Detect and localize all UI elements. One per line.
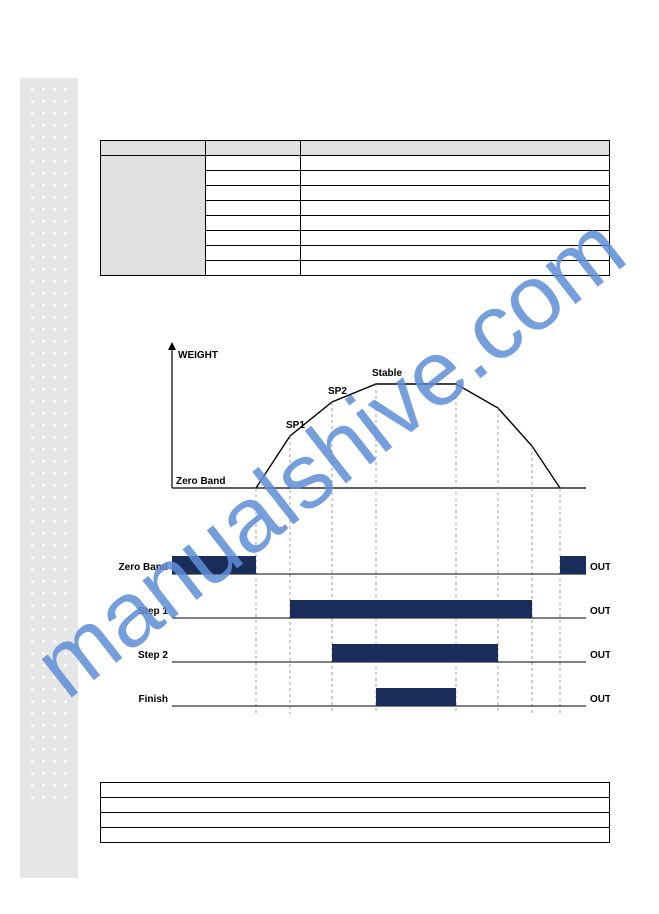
table-row — [101, 783, 610, 798]
svg-text:OUT 1: OUT 1 — [590, 562, 610, 573]
svg-text:Zero Band: Zero Band — [119, 562, 168, 573]
svg-text:WEIGHT: WEIGHT — [178, 350, 218, 361]
svg-text:SP1: SP1 — [286, 420, 305, 431]
svg-text:Stable: Stable — [372, 368, 402, 379]
svg-text:OUT 3: OUT 3 — [590, 650, 610, 661]
table-row — [101, 813, 610, 828]
table-header-row — [101, 141, 610, 156]
decorative-dot-strip — [20, 78, 78, 878]
svg-text:Step 1: Step 1 — [138, 606, 168, 617]
table-row — [101, 156, 610, 171]
svg-text:OUT 4: OUT 4 — [590, 694, 610, 705]
svg-text:SP2: SP2 — [328, 386, 347, 397]
svg-text:Finish: Finish — [139, 694, 168, 705]
info-table — [100, 140, 610, 276]
svg-text:Step 2: Step 2 — [138, 650, 168, 661]
table-row — [101, 798, 610, 813]
info-table-body — [101, 156, 610, 276]
svg-text:Zero Band: Zero Band — [176, 476, 225, 487]
footer-table — [100, 782, 610, 843]
timing-chart: WEIGHT Zero Band SP1 SP2 Stable Zero Band OUT … — [100, 328, 610, 758]
table-row — [101, 828, 610, 843]
page-content: WEIGHT Zero Band SP1 SP2 Stable Zero Band OUT … — [100, 140, 610, 843]
footer-table-body — [101, 783, 610, 843]
svg-text:OUT 2: OUT 2 — [590, 606, 610, 617]
